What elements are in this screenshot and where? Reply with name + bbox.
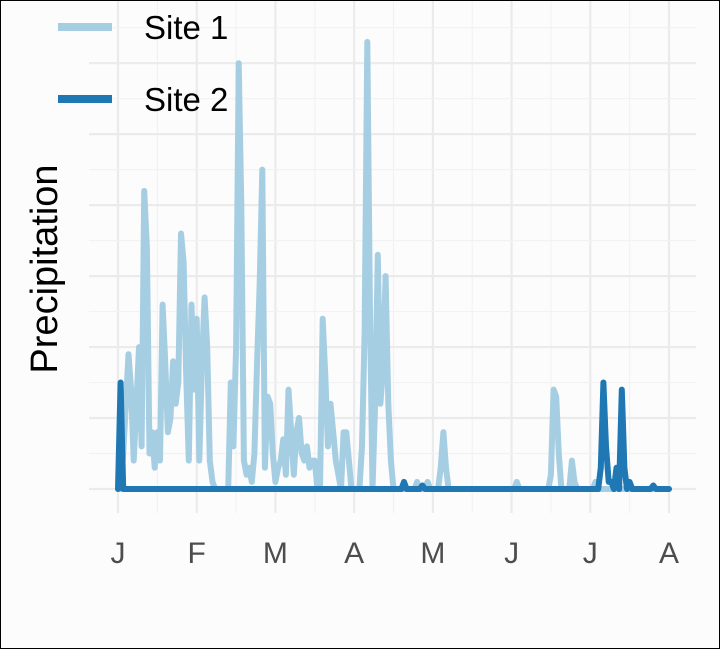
x-tick-label: J <box>583 537 598 570</box>
x-tick-label: J <box>504 537 519 570</box>
x-tick-label: A <box>344 537 364 570</box>
grid <box>89 1 696 513</box>
legend-label-site-2: Site 2 <box>144 81 228 118</box>
x-tick-label: J <box>111 537 126 570</box>
series-layer <box>115 38 672 492</box>
x-tick-label: M <box>263 537 288 570</box>
series-line-site-2 <box>115 379 672 492</box>
x-tick-label: F <box>188 537 206 570</box>
legend: Site 1 Site 2 <box>58 9 228 118</box>
y-axis-title: Precipitation <box>24 164 66 373</box>
x-tick-label: M <box>420 537 445 570</box>
legend-label-site-1: Site 1 <box>144 9 228 46</box>
x-tick-label: A <box>659 537 679 570</box>
